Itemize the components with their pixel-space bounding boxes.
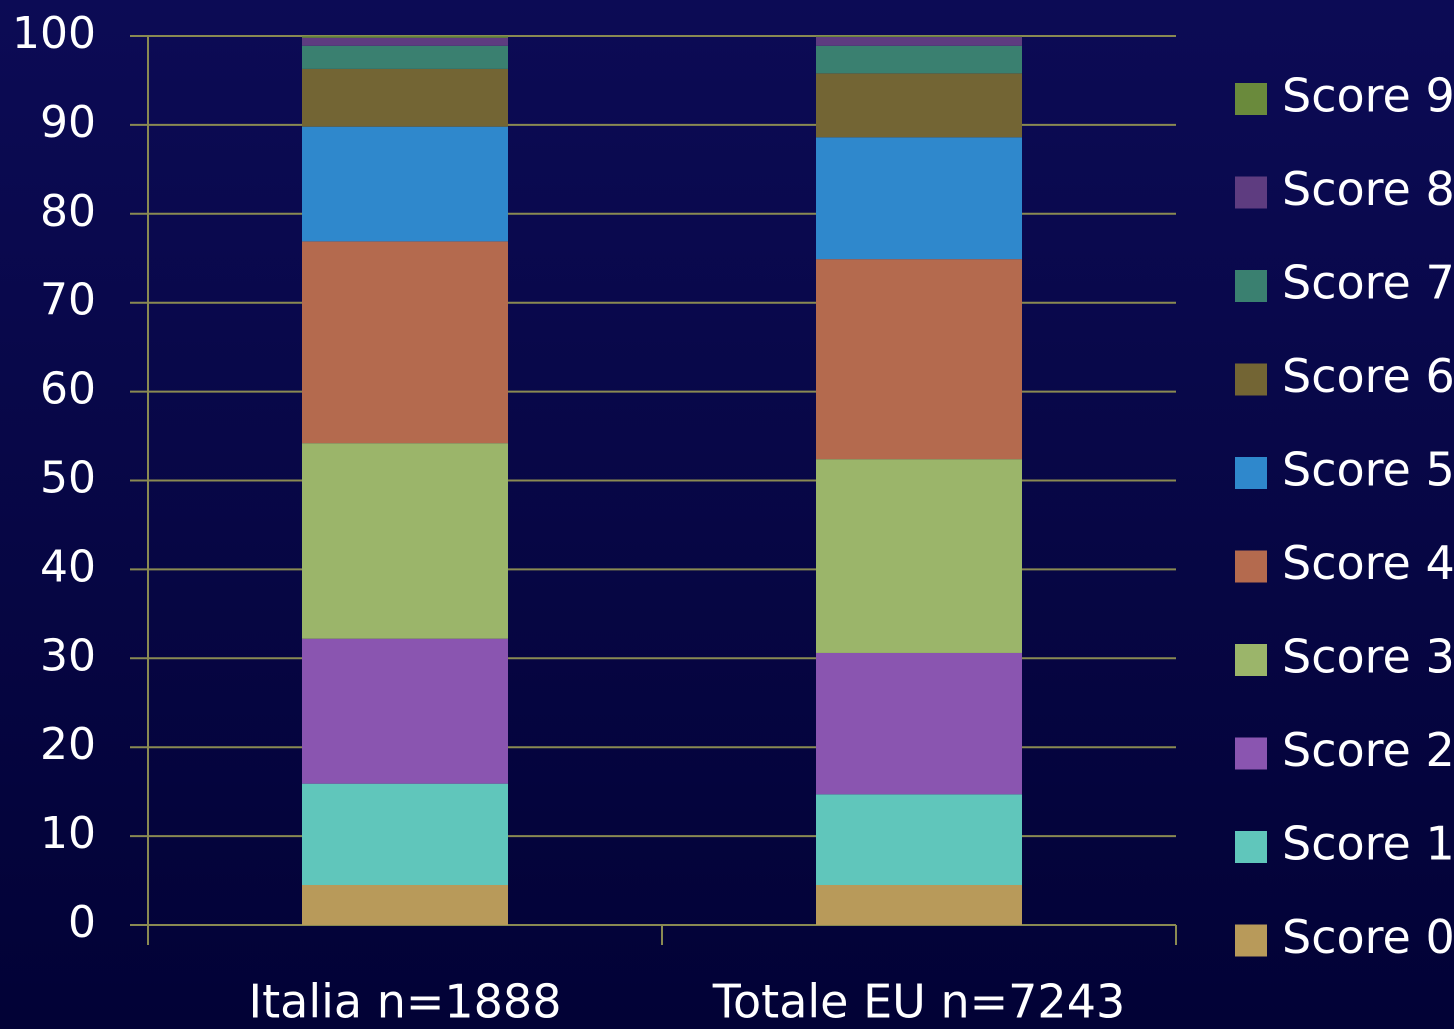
legend-label: Score 3 bbox=[1282, 630, 1454, 684]
y-tick-label: 20 bbox=[40, 719, 96, 770]
y-tick-label: 10 bbox=[40, 808, 96, 859]
bar-segment bbox=[816, 652, 1022, 795]
bar-segment bbox=[816, 794, 1022, 885]
bar-segment bbox=[302, 241, 508, 444]
bar-segment bbox=[302, 783, 508, 885]
legend-label: Score 4 bbox=[1282, 536, 1454, 590]
legend-swatch bbox=[1235, 363, 1267, 396]
bar-segment bbox=[302, 884, 508, 925]
legend-swatch bbox=[1235, 176, 1267, 209]
y-tick-label: 30 bbox=[40, 630, 96, 681]
bar-segment bbox=[302, 37, 508, 46]
legend-swatch bbox=[1235, 737, 1267, 770]
bar-segment bbox=[816, 884, 1022, 925]
legend-swatch bbox=[1235, 831, 1267, 863]
x-tick-label: Italia n=1888 bbox=[249, 975, 562, 1029]
bar-segment bbox=[816, 137, 1022, 260]
y-tick-label: 0 bbox=[68, 897, 96, 948]
bar-segment bbox=[816, 459, 1022, 653]
legend-swatch bbox=[1235, 550, 1267, 583]
y-tick-label: 50 bbox=[40, 453, 96, 504]
legend-label: Score 1 bbox=[1282, 817, 1454, 871]
y-tick-label: 90 bbox=[40, 97, 96, 148]
bar-segment bbox=[816, 259, 1022, 460]
bar-segment bbox=[302, 45, 508, 69]
legend-swatch bbox=[1235, 83, 1267, 115]
bar-segment bbox=[816, 45, 1022, 74]
legend-swatch bbox=[1235, 457, 1267, 489]
y-tick-label: 70 bbox=[40, 275, 96, 326]
legend-label: Score 7 bbox=[1282, 256, 1454, 310]
bar-segment bbox=[302, 36, 508, 38]
legend-label: Score 6 bbox=[1282, 349, 1454, 403]
y-tick-label: 80 bbox=[40, 186, 96, 237]
bar-segment bbox=[302, 126, 508, 242]
legend-swatch bbox=[1235, 924, 1267, 957]
legend-label: Score 9 bbox=[1282, 69, 1454, 123]
legend-label: Score 0 bbox=[1282, 910, 1454, 964]
legend-swatch bbox=[1235, 644, 1267, 676]
legend-label: Score 8 bbox=[1282, 162, 1454, 216]
y-tick-label: 40 bbox=[40, 541, 96, 592]
y-tick-label: 60 bbox=[40, 364, 96, 415]
bar-segment bbox=[816, 73, 1022, 138]
legend-label: Score 2 bbox=[1282, 723, 1454, 777]
bar-segment bbox=[302, 638, 508, 784]
bar-segment bbox=[816, 36, 1022, 37]
x-tick-label: Totale EU n=7243 bbox=[712, 975, 1125, 1029]
bar-segment bbox=[302, 68, 508, 127]
legend-swatch bbox=[1235, 270, 1267, 302]
bar-segment bbox=[816, 36, 1022, 46]
legend-label: Score 5 bbox=[1282, 443, 1454, 497]
bar-segment bbox=[302, 443, 508, 639]
y-tick-label: 100 bbox=[12, 8, 96, 59]
